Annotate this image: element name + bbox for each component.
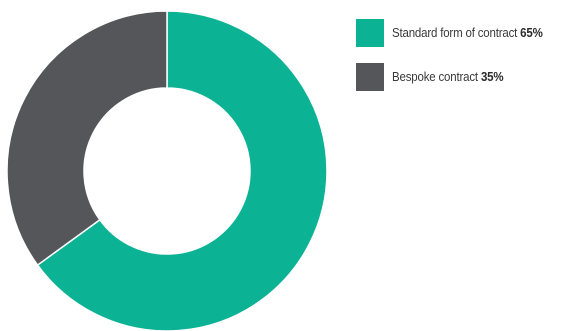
legend-item-bespoke: Bespoke contract 35% (356, 62, 578, 92)
legend-swatch-standard-form (356, 19, 384, 47)
legend-value-bespoke: 35% (480, 70, 504, 84)
chart-legend: Standard form of contract 65% Bespoke co… (356, 18, 578, 106)
donut-svg (6, 10, 328, 331)
donut-slice-standard-form (36, 10, 328, 331)
legend-label-standard-form: Standard form of contract (392, 26, 518, 40)
legend-swatch-bespoke (356, 63, 384, 91)
legend-item-standard-form: Standard form of contract 65% (356, 18, 578, 48)
legend-label-bespoke: Bespoke contract (392, 70, 478, 84)
legend-value-standard-form: 65% (520, 26, 543, 40)
donut-slice-bespoke (6, 10, 168, 267)
donut-chart (6, 10, 328, 331)
